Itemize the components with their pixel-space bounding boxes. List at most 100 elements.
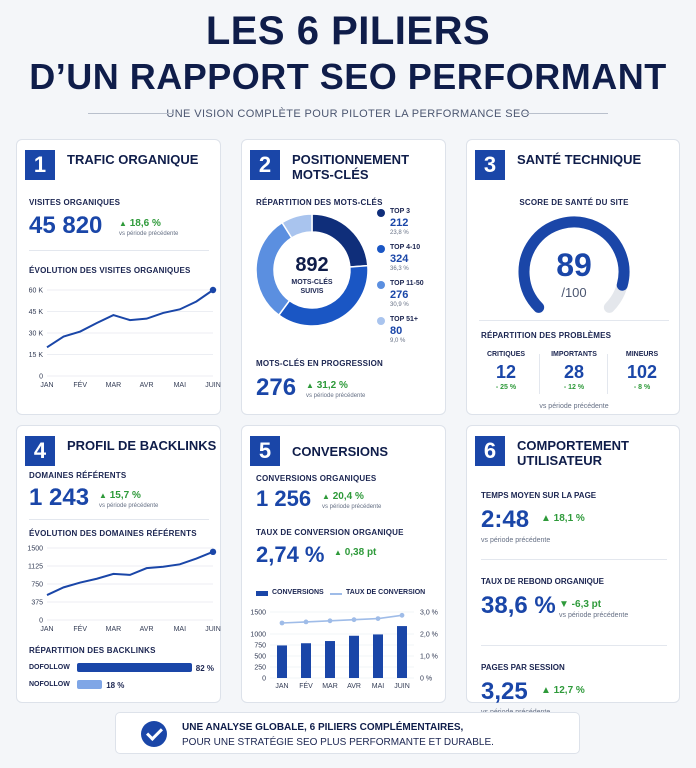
x-tick-label: MAI — [372, 683, 385, 690]
metric-divider — [481, 559, 667, 560]
metric-label: TEMPS MOYEN SUR LA PAGE — [481, 491, 597, 500]
card-number: 1 — [25, 150, 55, 180]
x-tick-label: MAI — [174, 626, 187, 633]
bar — [397, 626, 407, 678]
rate-point — [375, 616, 381, 621]
y-tick-label: 0 — [262, 676, 266, 683]
y-tick-label: 1500 — [250, 610, 266, 617]
split-bar — [77, 680, 103, 689]
x-tick-label: MAR — [106, 382, 122, 389]
x-tick-label: JAN — [40, 382, 53, 389]
y-tick-label: 45 K — [29, 309, 44, 316]
rate-point — [303, 619, 309, 625]
vs-label: vs période précédente — [322, 504, 382, 510]
card-profil-backlinks: 4 PROFIL DE BACKLINKS DOMAINES RÉFÉRENTS… — [16, 425, 221, 703]
arrow-up-icon: ▲ — [334, 548, 342, 557]
legend-value: 80 — [390, 325, 403, 337]
vs-label: vs période précédente — [99, 503, 159, 509]
y2-tick-label: 2,0 % — [420, 632, 438, 639]
y-tick-label: 750 — [31, 582, 43, 589]
issue-value: 12 — [495, 362, 517, 382]
card-comportement: 6 COMPORTEMENT UTILISATEUR TEMPS MOYEN S… — [466, 425, 680, 716]
y-tick-label: 1500 — [27, 546, 43, 553]
split-pct: 18 % — [106, 681, 125, 690]
rate-point — [327, 618, 333, 624]
x-tick-label: FÉV — [299, 681, 313, 690]
rate-point — [351, 617, 357, 623]
backlinks-line-chart: 0 375 750 1125 1500 JAN FÉV MAR AVR MAI JUIN — [27, 546, 220, 634]
progress-delta: ▲ 31,2 % — [306, 380, 348, 391]
donut-center-value: 892 — [295, 254, 329, 276]
issue-divider — [607, 354, 608, 394]
metric-delta: ▲ 18,1 % — [541, 513, 585, 524]
metric-value: 2:48 — [481, 506, 530, 533]
kpi-delta: ▲ 20,4 % — [322, 491, 364, 502]
legend-dot — [377, 317, 385, 325]
kpi-value: 45 820 — [29, 212, 103, 239]
data-point — [209, 548, 217, 556]
x-tick-label: AVR — [140, 626, 154, 633]
arrow-up-icon: ▲ — [322, 492, 330, 501]
x-tick-label: MAI — [174, 382, 187, 389]
x-tick-label: MAR — [322, 683, 338, 690]
y-tick-label: 500 — [254, 654, 266, 661]
bar — [277, 645, 287, 678]
arrow-up-icon: ▲ — [99, 491, 107, 500]
x-tick-label: JUIN — [394, 683, 410, 690]
kpi-value: 1 256 — [256, 486, 312, 511]
x-tick-label: FÉV — [73, 624, 87, 633]
legend-bars-swatch — [256, 591, 268, 596]
card-title: POSITIONNEMENT MOTS-CLÉS — [292, 152, 410, 182]
y-tick-label: 375 — [31, 600, 43, 607]
y2-tick-label: 3,0 % — [420, 610, 438, 617]
issue-delta: - 25 % — [495, 384, 517, 391]
legend-dot — [377, 245, 385, 253]
issue-name: MINEURS — [625, 351, 659, 358]
issue-value: 28 — [563, 362, 585, 382]
vs-label: vs période précédente — [539, 403, 609, 410]
card-number: 4 — [25, 436, 55, 466]
kpi-label: CONVERSIONS ORGANIQUES — [256, 474, 377, 483]
card-title: CONVERSIONS — [292, 444, 389, 459]
footer-banner: UNE ANALYSE GLOBALE, 6 PILIERS COMPLÉMEN… — [115, 712, 580, 754]
keywords-donut-chart — [255, 213, 369, 327]
page-title-line-1: LES 6 PILIERS — [205, 9, 491, 53]
progress-label: MOTS-CLÉS EN PROGRESSION — [256, 359, 384, 368]
divider — [479, 320, 669, 321]
bar — [325, 641, 335, 678]
y-tick-label: 750 — [254, 643, 266, 650]
legend-value: 324 — [390, 253, 409, 265]
rate-delta: ▲ 0,38 pt — [334, 547, 377, 558]
y-tick-label: 60 K — [29, 288, 44, 295]
issues-label: RÉPARTITION DES PROBLÈMES — [481, 331, 612, 340]
x-tick-label: JUIN — [205, 382, 221, 389]
y-tick-label: 0 — [39, 374, 43, 381]
series-line — [46, 289, 214, 349]
arrow-up-icon: ▲ — [306, 381, 314, 390]
kpi-delta: ▲ 15,7 % — [99, 490, 141, 501]
x-tick-label: MAR — [106, 626, 122, 633]
y-tick-label: 15 K — [29, 352, 44, 359]
issue-delta: - 12 % — [563, 384, 585, 391]
legend-pct: 30,9 % — [390, 302, 409, 308]
donut-center-label-2: SUIVIS — [300, 288, 324, 295]
divider — [29, 519, 209, 520]
score-value: 89 — [556, 247, 592, 283]
donut-label: RÉPARTITION DES MOTS-CLÉS — [256, 198, 383, 207]
donut-center-label-1: MOTS-CLÉS — [291, 279, 333, 286]
metric-value: 3,25 — [481, 678, 528, 705]
rate-point — [399, 612, 405, 618]
card-number: 6 — [475, 436, 505, 466]
card-title: PROFIL DE BACKLINKS — [67, 438, 217, 453]
legend-dot — [377, 209, 385, 217]
bar — [301, 643, 311, 678]
legend-value: 276 — [390, 289, 409, 301]
y-tick-label: 1125 — [28, 564, 43, 571]
rate-point — [279, 620, 285, 626]
split-label: RÉPARTITION DES BACKLINKS — [29, 646, 156, 655]
page-title-line-2: D’UN RAPPORT SEO PERFORMANT — [29, 56, 667, 97]
x-tick-label: JAN — [275, 683, 288, 690]
health-gauge — [518, 216, 630, 313]
x-tick-label: JAN — [40, 626, 53, 633]
y2-tick-label: 1,0 % — [420, 654, 438, 661]
